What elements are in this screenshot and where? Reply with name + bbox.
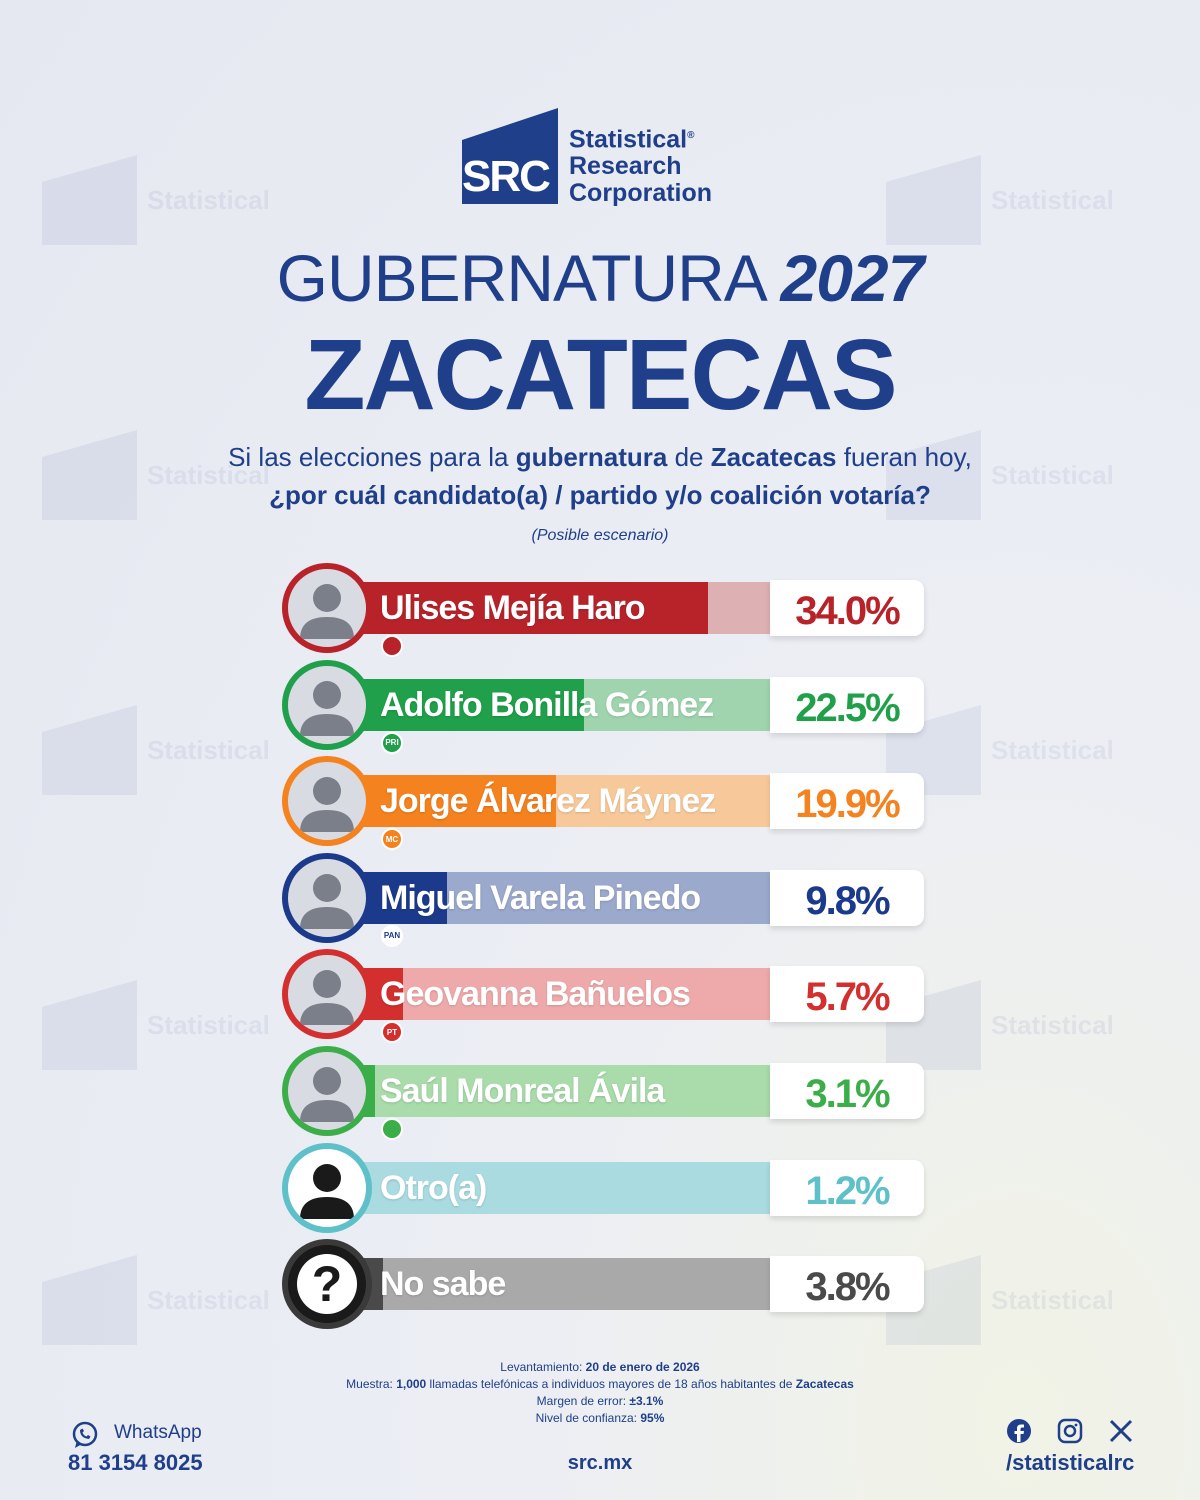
bar-fill [342,678,584,731]
bar-track [342,1161,772,1214]
percent-label: 5.7% [805,975,890,1020]
percent-box: 5.7% [770,966,924,1023]
logo-mark-icon [462,108,558,204]
result-row: Jorge Álvarez Máynez 19.9% MC [282,756,927,851]
svg-text:?: ? [312,1256,343,1312]
percent-label: 34.0% [795,589,900,633]
candidate-name: Miguel Varela Pinedo [380,878,701,917]
percent-box: 3.8% [770,1256,924,1313]
candidate-name: Ulises Mejía Haro [380,589,646,627]
party-logo-icon [381,1118,403,1140]
watermark: Statistical [42,975,322,1075]
watermark: Statistical [886,700,1166,800]
percent-box: 19.9% [770,773,924,830]
methodology: Levantamiento: 20 de enero de 2026 Muest… [346,1360,854,1425]
watermark: Statistical [42,700,322,800]
result-row: Adolfo Bonilla Gómez 22.5% PRI [282,659,927,754]
candidate-photo-icon [282,1046,372,1136]
bar-fill [342,775,556,828]
title-state: ZACATECAS [304,319,897,431]
party-logo-icon: PAN [381,924,403,947]
candidate-photo-icon [282,563,372,653]
percent-label: 9.8% [805,878,890,923]
candidate-name: Adolfo Bonilla Gómez [380,685,714,724]
whatsapp-number[interactable]: 81 3154 8025 [68,1450,203,1475]
watermark: Statistical [42,1250,322,1350]
candidate-name: Jorge Álvarez Máynez [380,782,716,821]
result-row: Miguel Varela Pinedo 9.8% PAN [282,852,927,947]
percent-label: 19.9% [795,782,900,827]
percent-box: 9.8% [770,869,924,926]
bar-track [342,1258,772,1311]
bar-fill [342,582,708,634]
result-row: No sabe 3.8%? [282,1239,927,1330]
watermark: Statistical [886,150,1166,250]
percent-box: 22.5% [770,676,924,733]
result-row: Geovanna Bañuelos 5.7% PT [282,949,927,1044]
title-gubernatura: GUBERNATURA 2027 [276,241,925,315]
percent-label: 3.8% [805,1265,890,1310]
percent-label: 3.1% [805,1072,890,1116]
percent-label: 1.2% [805,1168,890,1213]
src-logo: SRC Statistical® Research Corporation [462,108,752,208]
bar-track [342,1065,772,1117]
percent-box: 3.1% [770,1063,924,1119]
party-logo-icon [381,635,403,657]
whatsapp-icon [72,1421,98,1448]
whatsapp-label: WhatsApp [114,1422,202,1443]
bar-track [342,968,772,1021]
candidate-name: Otro(a) [380,1168,487,1207]
logo-wordmark: Statistical® Research Corporation [569,125,713,208]
x-icon[interactable] [1108,1418,1134,1444]
candidate-name: Geovanna Bañuelos [380,975,691,1014]
question-icon: ? [282,1239,372,1330]
candidate-name: No sabe [380,1265,506,1304]
logo-abbr: SRC [462,152,551,201]
question-line-1: Si las elecciones para la gubernatura de… [228,442,972,472]
watermark: Statistical [886,1250,1166,1350]
party-logo-icon: PT [381,1021,403,1044]
watermark: Statistical [42,150,322,250]
candidate-name: Saúl Monreal Ávila [380,1072,665,1110]
percent-label: 22.5% [795,685,900,730]
watermark: Statistical [886,975,1166,1075]
candidate-photo-icon [282,659,372,750]
scenario-note: (Posible escenario) [531,527,669,544]
percent-box: 34.0% [770,580,924,636]
website-link[interactable]: src.mx [567,1452,633,1474]
party-logo-icon: MC [381,828,403,851]
facebook-icon[interactable] [1006,1418,1032,1444]
result-row: Ulises Mejía Haro 34.0% [282,563,927,657]
whatsapp-contact[interactable]: WhatsApp 81 3154 8025 [68,1420,203,1475]
candidate-photo-icon [282,852,372,943]
candidate-photo-icon [282,756,372,847]
instagram-icon[interactable] [1057,1418,1083,1444]
social-handle[interactable]: /statisticalrc [1006,1450,1135,1475]
result-row: Otro(a) 1.2% [282,1142,927,1233]
result-row: Saúl Monreal Ávila 3.1% [282,1046,927,1140]
person-icon [282,1142,372,1233]
candidate-photo-icon [282,949,372,1040]
question-line-2: ¿por cuál candidato(a) / partido y/o coa… [269,480,931,510]
party-logo-icon: PRI [381,731,403,754]
percent-box: 1.2% [770,1159,924,1216]
